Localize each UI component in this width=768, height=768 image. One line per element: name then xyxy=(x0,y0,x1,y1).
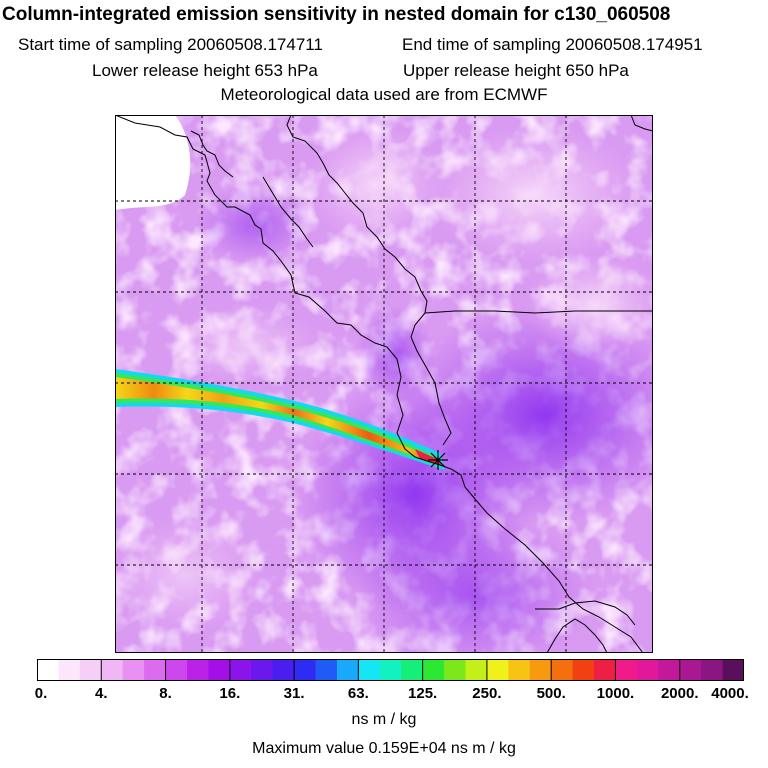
color-cell xyxy=(508,659,531,681)
color-cell xyxy=(122,659,145,681)
scale-label: 500. xyxy=(536,685,566,702)
color-cell xyxy=(165,659,188,681)
color-cell xyxy=(444,659,467,681)
scale-label: 1000. xyxy=(596,685,635,702)
color-cell xyxy=(486,659,509,681)
color-cell xyxy=(636,659,659,681)
color-cell xyxy=(294,659,317,681)
scale-label: 125. xyxy=(408,685,438,702)
color-cell xyxy=(615,659,638,681)
map-title: Column-integrated emission sensitivity i… xyxy=(2,4,671,25)
color-cell xyxy=(679,659,702,681)
color-scale-bar xyxy=(37,659,744,681)
color-cell xyxy=(144,659,167,681)
color-cell xyxy=(79,659,102,681)
release-star-marker xyxy=(428,450,448,470)
color-cell xyxy=(529,659,552,681)
sensitivity-map xyxy=(115,115,653,653)
scale-label: 8. xyxy=(159,685,172,702)
dark-region-coast xyxy=(355,305,435,405)
scale-label: 63. xyxy=(347,685,369,702)
color-cell xyxy=(101,659,124,681)
color-cell xyxy=(465,659,488,681)
light-patch-north xyxy=(305,125,445,245)
color-cell xyxy=(658,659,681,681)
light-patch-northeast xyxy=(425,125,645,265)
color-cell xyxy=(37,659,60,681)
scale-label: 2000. xyxy=(660,685,699,702)
color-cell xyxy=(422,659,445,681)
color-cell xyxy=(272,659,295,681)
color-cell xyxy=(594,659,617,681)
coastlines xyxy=(115,115,653,653)
color-cell xyxy=(208,659,231,681)
color-cell xyxy=(379,659,402,681)
emission-plume xyxy=(115,369,445,470)
color-cell xyxy=(401,659,424,681)
light-patch-east xyxy=(525,255,653,355)
lower-release-height: Lower release height 653 hPa xyxy=(92,61,318,80)
scale-label: 250. xyxy=(472,685,502,702)
upper-release-height: Upper release height 650 hPa xyxy=(403,61,629,80)
color-cell xyxy=(229,659,252,681)
units-label: ns m / kg xyxy=(351,711,417,728)
met-data-source: Meteorological data used are from ECMWF xyxy=(220,85,548,104)
color-cell xyxy=(315,659,338,681)
scale-label: 0. xyxy=(34,685,48,702)
color-cell xyxy=(722,659,744,681)
start-time: Start time of sampling 20060508.174711 xyxy=(18,35,323,54)
color-cell xyxy=(572,659,595,681)
light-patch-west xyxy=(115,515,265,635)
scale-label: 31. xyxy=(283,685,305,702)
end-time: End time of sampling 20060508.174951 xyxy=(402,35,703,54)
map-frame xyxy=(115,115,653,653)
maximum-value: Maximum value 0.159E+04 ns m / kg xyxy=(252,740,516,757)
color-cell xyxy=(58,659,81,681)
light-patch-mid xyxy=(165,305,325,385)
color-cell xyxy=(336,659,359,681)
color-cell xyxy=(251,659,274,681)
color-cell xyxy=(358,659,381,681)
color-cell xyxy=(551,659,574,681)
scale-label: 16. xyxy=(219,685,241,702)
scale-label: 4. xyxy=(95,685,108,702)
color-cell xyxy=(701,659,724,681)
zero-region xyxy=(115,115,191,210)
scale-label: 4000. xyxy=(711,685,749,702)
color-cell xyxy=(186,659,209,681)
